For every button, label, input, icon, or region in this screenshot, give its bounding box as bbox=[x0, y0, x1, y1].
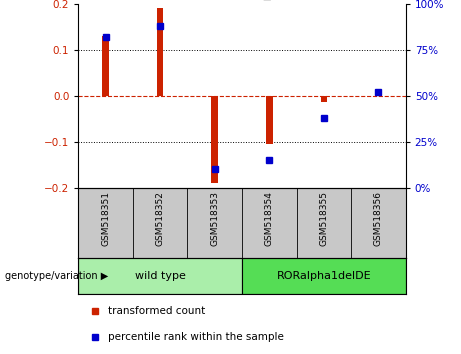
Bar bbox=[242, 258, 406, 294]
Text: GSM518353: GSM518353 bbox=[210, 191, 219, 246]
Bar bbox=[157, 8, 164, 96]
Bar bbox=[266, 96, 272, 144]
Text: percentile rank within the sample: percentile rank within the sample bbox=[108, 332, 284, 342]
Bar bbox=[320, 96, 327, 103]
Text: RORalpha1delDE: RORalpha1delDE bbox=[277, 271, 371, 281]
Text: GSM518354: GSM518354 bbox=[265, 191, 274, 246]
Text: wild type: wild type bbox=[135, 271, 186, 281]
Bar bbox=[102, 36, 109, 96]
Bar bbox=[375, 95, 382, 96]
Text: genotype/variation ▶: genotype/variation ▶ bbox=[5, 271, 108, 281]
Text: transformed count: transformed count bbox=[108, 306, 205, 316]
Text: GSM518352: GSM518352 bbox=[156, 191, 165, 246]
Text: GSM518351: GSM518351 bbox=[101, 191, 110, 246]
Text: GSM518355: GSM518355 bbox=[319, 191, 328, 246]
Bar bbox=[78, 258, 242, 294]
Bar bbox=[212, 96, 218, 183]
Text: GSM518356: GSM518356 bbox=[374, 191, 383, 246]
